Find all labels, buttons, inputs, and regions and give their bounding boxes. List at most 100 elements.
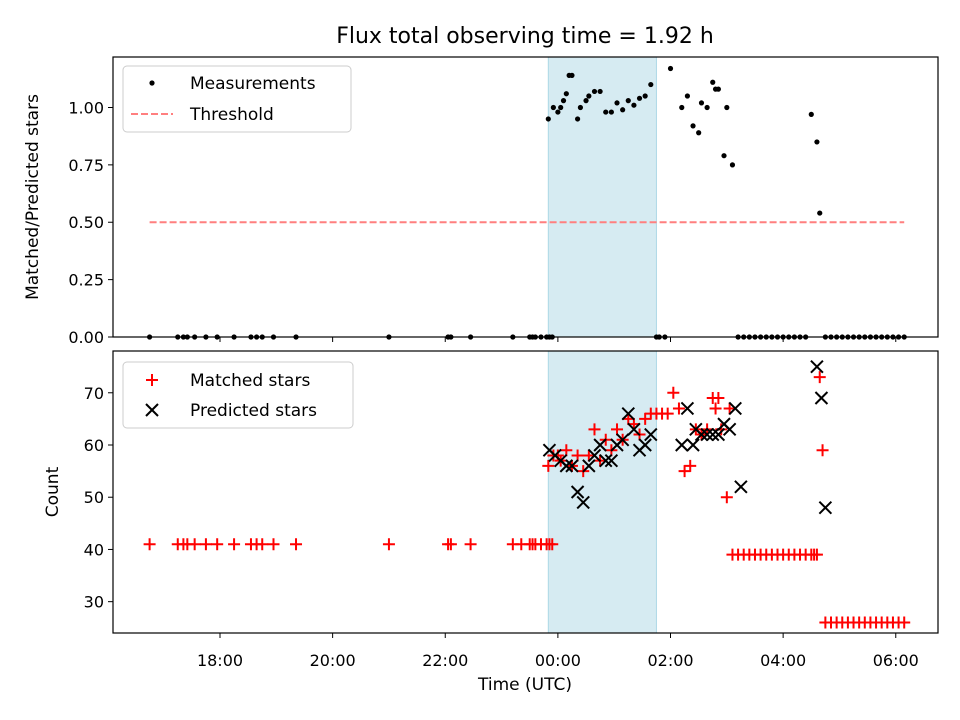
predicted-star-point xyxy=(576,495,590,510)
top-y-tick-label: 0.00 xyxy=(68,328,104,347)
matched-star-point xyxy=(143,538,156,551)
predicted-star-point xyxy=(722,422,737,437)
predicted-star-point xyxy=(818,500,833,515)
predicted-star-point xyxy=(621,406,635,421)
bottom-legend: Matched stars Predicted stars xyxy=(122,361,354,429)
predicted-star-point xyxy=(675,438,689,452)
predicted-star-point xyxy=(627,422,641,437)
top-axes-frame xyxy=(112,56,939,338)
matched-star-point xyxy=(661,407,674,420)
measurement-point xyxy=(642,93,648,99)
top-y-tick-label: 1.00 xyxy=(68,98,104,117)
bottom-x-tick-label: 20:00 xyxy=(310,651,356,670)
measurement-point xyxy=(545,116,551,122)
legend-measurements-marker xyxy=(149,80,155,86)
matched-star-point xyxy=(256,538,269,551)
matched-star-point xyxy=(571,449,584,462)
matched-star-point xyxy=(667,386,680,399)
measurement-point xyxy=(614,100,620,106)
measurement-point xyxy=(698,100,705,106)
predicted-star-point xyxy=(644,427,658,442)
bottom-x-tick-label: 04:00 xyxy=(760,651,806,670)
bottom-x-tick-label: 02:00 xyxy=(647,651,693,670)
measurement-point xyxy=(586,93,592,99)
matched-star-point xyxy=(228,538,241,551)
measurement-point xyxy=(690,123,696,129)
measurement-point xyxy=(558,104,564,111)
bottom-y-axis-label: Count xyxy=(43,466,63,517)
matched-star-point xyxy=(546,538,559,551)
matched-star-point xyxy=(720,491,733,504)
bottom-x-tick-label: 06:00 xyxy=(873,651,919,670)
bottom-y-tick-label: 60 xyxy=(84,436,104,455)
measurement-point xyxy=(591,88,598,95)
predicted-star-point xyxy=(565,459,579,473)
measurement-point xyxy=(577,104,584,111)
predicted-star-point xyxy=(570,485,585,499)
measurement-point xyxy=(817,210,823,216)
legend-predicted-marker xyxy=(145,403,159,417)
top-observing-span xyxy=(547,56,657,338)
matched-star-point xyxy=(898,616,911,629)
matched-star-point xyxy=(810,548,823,561)
bottom-x-tick-label: 18:00 xyxy=(197,651,243,670)
top-y-axis-label: Matched/Predicted stars xyxy=(23,94,43,300)
measurement-point xyxy=(648,81,654,88)
x-axis-label: Time (UTC) xyxy=(477,675,572,695)
matched-star-point xyxy=(813,371,826,384)
bottom-panel: 30 40 50 60 70 18:00 20:00 22:00 00:00 02:00 04:0… xyxy=(43,350,939,695)
matched-star-point xyxy=(582,449,595,462)
measurement-point xyxy=(710,79,716,85)
predicted-star-point xyxy=(734,480,748,494)
measurement-point xyxy=(574,116,581,122)
measurement-point xyxy=(667,65,674,72)
measurement-point xyxy=(721,153,727,159)
predicted-star-point xyxy=(559,459,574,473)
legend-threshold-label: Threshold xyxy=(189,105,274,125)
measurement-point xyxy=(563,91,569,97)
matched-star-point xyxy=(709,402,722,415)
bottom-y-tick-label: 50 xyxy=(84,488,104,507)
bottom-observing-span xyxy=(547,350,657,634)
bottom-legend-box xyxy=(122,361,354,429)
matched-star-point xyxy=(464,538,477,551)
matched-star-point xyxy=(267,538,280,551)
matched-star-point xyxy=(382,538,395,551)
top-legend: Measurements Threshold xyxy=(122,65,352,133)
measurement-point xyxy=(704,104,710,111)
predicted-star-point xyxy=(686,438,700,452)
bottom-x-tick-label: 00:00 xyxy=(535,651,581,670)
predicted-star-point xyxy=(680,401,695,416)
predicted-star-point xyxy=(728,401,742,416)
measurement-point xyxy=(608,109,614,115)
top-panel: 0.00 0.25 0.50 0.75 1.00 Flux total observin… xyxy=(23,24,939,347)
predicted-star-point xyxy=(593,438,607,452)
bottom-y-tick-label: 40 xyxy=(84,540,104,559)
predicted-star-point xyxy=(599,453,613,468)
matched-star-point xyxy=(639,412,652,425)
measurement-point xyxy=(597,88,603,95)
legend-matched-label: Matched stars xyxy=(190,371,310,391)
legend-predicted-label: Predicted stars xyxy=(190,401,317,421)
measurement-point xyxy=(814,139,820,145)
measurement-point xyxy=(631,102,637,108)
matched-star-point xyxy=(188,538,201,551)
measurement-point xyxy=(636,95,643,101)
bottom-y-tick-label: 30 xyxy=(84,593,104,612)
top-legend-box xyxy=(122,65,352,133)
chart-title: Flux total observing time = 1.92 h xyxy=(336,24,714,49)
predicted-star-point xyxy=(638,438,652,452)
measurement-point xyxy=(715,86,721,92)
predicted-star-point xyxy=(587,448,602,463)
predicted-star-point xyxy=(604,453,619,468)
measurement-point xyxy=(550,104,556,111)
predicted-star-point xyxy=(582,459,596,473)
bottom-y-tick-label: 70 xyxy=(84,384,104,403)
bottom-series-layer xyxy=(143,359,911,629)
measurement-point xyxy=(560,98,567,104)
top-y-tick-label: 0.25 xyxy=(68,271,104,290)
top-x-ticks xyxy=(219,337,897,342)
measurement-point xyxy=(569,72,575,78)
matched-star-point xyxy=(672,402,685,415)
